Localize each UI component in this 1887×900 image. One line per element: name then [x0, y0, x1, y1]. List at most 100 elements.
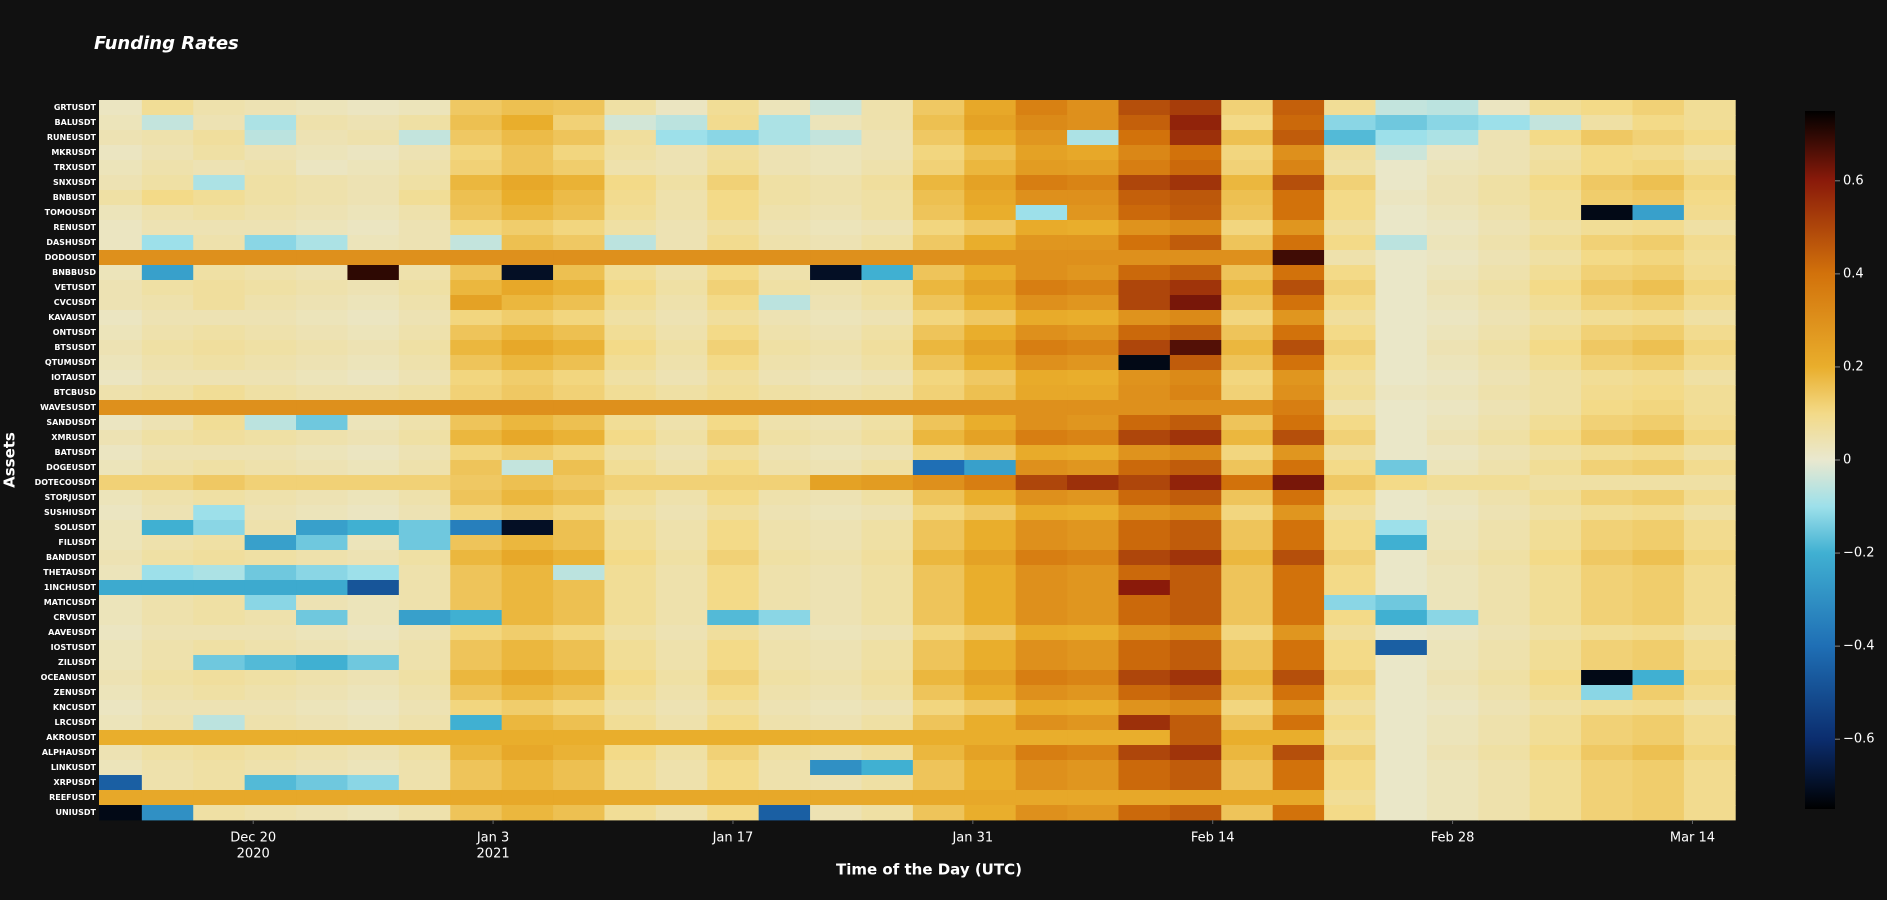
heatmap-cell [1272, 250, 1325, 266]
heatmap-cell [655, 505, 708, 521]
heatmap-cell [912, 145, 965, 161]
heatmap-cell [655, 460, 708, 476]
y-tick-label: BATUSDT [55, 448, 97, 457]
heatmap-cell [810, 265, 862, 281]
heatmap-cell [244, 295, 297, 311]
heatmap-cell [141, 310, 194, 326]
heatmap-cell [296, 730, 348, 746]
heatmap-cell [501, 700, 554, 716]
y-tick-label: SUSHIUSDT [44, 508, 97, 517]
heatmap-cell [193, 730, 246, 746]
heatmap-cell [1426, 685, 1479, 701]
heatmap-cell [347, 145, 400, 161]
heatmap-cell [1375, 415, 1428, 431]
heatmap-cell [1426, 610, 1479, 626]
heatmap-cell [1221, 355, 1274, 371]
heatmap-cell [1324, 460, 1376, 476]
heatmap-cell [1426, 490, 1479, 506]
heatmap-cell [1683, 580, 1736, 596]
heatmap-cell [810, 475, 862, 491]
heatmap-cell [296, 760, 348, 776]
heatmap-cell [655, 640, 708, 656]
heatmap-cell [1324, 115, 1376, 131]
heatmap-cell [810, 580, 862, 596]
heatmap-cell [99, 160, 143, 176]
heatmap-cell [655, 190, 708, 206]
heatmap-cell [553, 250, 605, 266]
heatmap-cell [1118, 670, 1171, 686]
heatmap-cell [1272, 325, 1325, 341]
heatmap-cell [1067, 805, 1119, 821]
heatmap-cell [1067, 190, 1119, 206]
heatmap-cell [912, 220, 965, 236]
heatmap-cell [1221, 745, 1274, 761]
heatmap-cell [501, 415, 554, 431]
heatmap-cell [1478, 205, 1531, 221]
heatmap-cell [193, 790, 246, 806]
heatmap-cell [1169, 775, 1222, 791]
heatmap-cell [707, 790, 760, 806]
heatmap-cell [501, 295, 554, 311]
heatmap-cell [1529, 175, 1582, 191]
heatmap-cell [347, 310, 400, 326]
heatmap-cell [553, 715, 605, 731]
heatmap-cell [707, 745, 760, 761]
heatmap-cell [1118, 265, 1171, 281]
heatmap-cell [244, 340, 297, 356]
heatmap-cell [707, 550, 760, 566]
y-tick-label: GRTUSDT [54, 103, 97, 112]
heatmap-cell [1015, 445, 1068, 461]
heatmap-cell [1478, 130, 1531, 146]
heatmap-cell [99, 760, 143, 776]
heatmap-cell [810, 550, 862, 566]
heatmap-cell [912, 520, 965, 536]
heatmap-cell [1169, 640, 1222, 656]
heatmap-cell [1169, 295, 1222, 311]
heatmap-cell [1118, 160, 1171, 176]
heatmap-cell [193, 550, 246, 566]
heatmap-cell [707, 535, 760, 551]
heatmap-cell [1632, 340, 1685, 356]
heatmap-cell [398, 700, 451, 716]
heatmap-cell [1272, 475, 1325, 491]
heatmap-cell [1683, 685, 1736, 701]
heatmap-cell [861, 250, 914, 266]
heatmap-cell [347, 355, 400, 371]
heatmap-cell [604, 115, 657, 131]
heatmap-cell [912, 175, 965, 191]
heatmap-cell [1272, 685, 1325, 701]
heatmap-cell [553, 535, 605, 551]
heatmap-cell [604, 145, 657, 161]
heatmap-cell [450, 445, 503, 461]
heatmap-cell [244, 685, 297, 701]
heatmap-cell [1169, 205, 1222, 221]
heatmap-cell [99, 130, 143, 146]
heatmap-cell [655, 265, 708, 281]
heatmap-cell [398, 385, 451, 401]
heatmap-cell [553, 640, 605, 656]
heatmap-cell [810, 790, 862, 806]
heatmap-cell [1426, 715, 1479, 731]
heatmap-cell [1529, 295, 1582, 311]
heatmap-cell [1375, 400, 1428, 416]
heatmap-cell [1324, 640, 1376, 656]
heatmap-cell [1067, 115, 1119, 131]
heatmap-cell [912, 595, 965, 611]
y-tick-label: QTUMUSDT [45, 358, 97, 367]
heatmap-cell [1632, 385, 1685, 401]
heatmap-cell [1169, 535, 1222, 551]
y-tick-label: OCEANUSDT [41, 673, 97, 682]
heatmap-cell [1375, 520, 1428, 536]
heatmap-cell [1221, 565, 1274, 581]
heatmap-cell [1375, 100, 1428, 116]
heatmap-cell [1015, 700, 1068, 716]
heatmap-cell [1375, 220, 1428, 236]
heatmap-cell [398, 175, 451, 191]
heatmap-cell [450, 460, 503, 476]
heatmap-cell [758, 355, 811, 371]
heatmap-cell [1015, 160, 1068, 176]
heatmap-cell [244, 565, 297, 581]
heatmap-cell [1683, 715, 1736, 731]
heatmap-cell [1067, 505, 1119, 521]
